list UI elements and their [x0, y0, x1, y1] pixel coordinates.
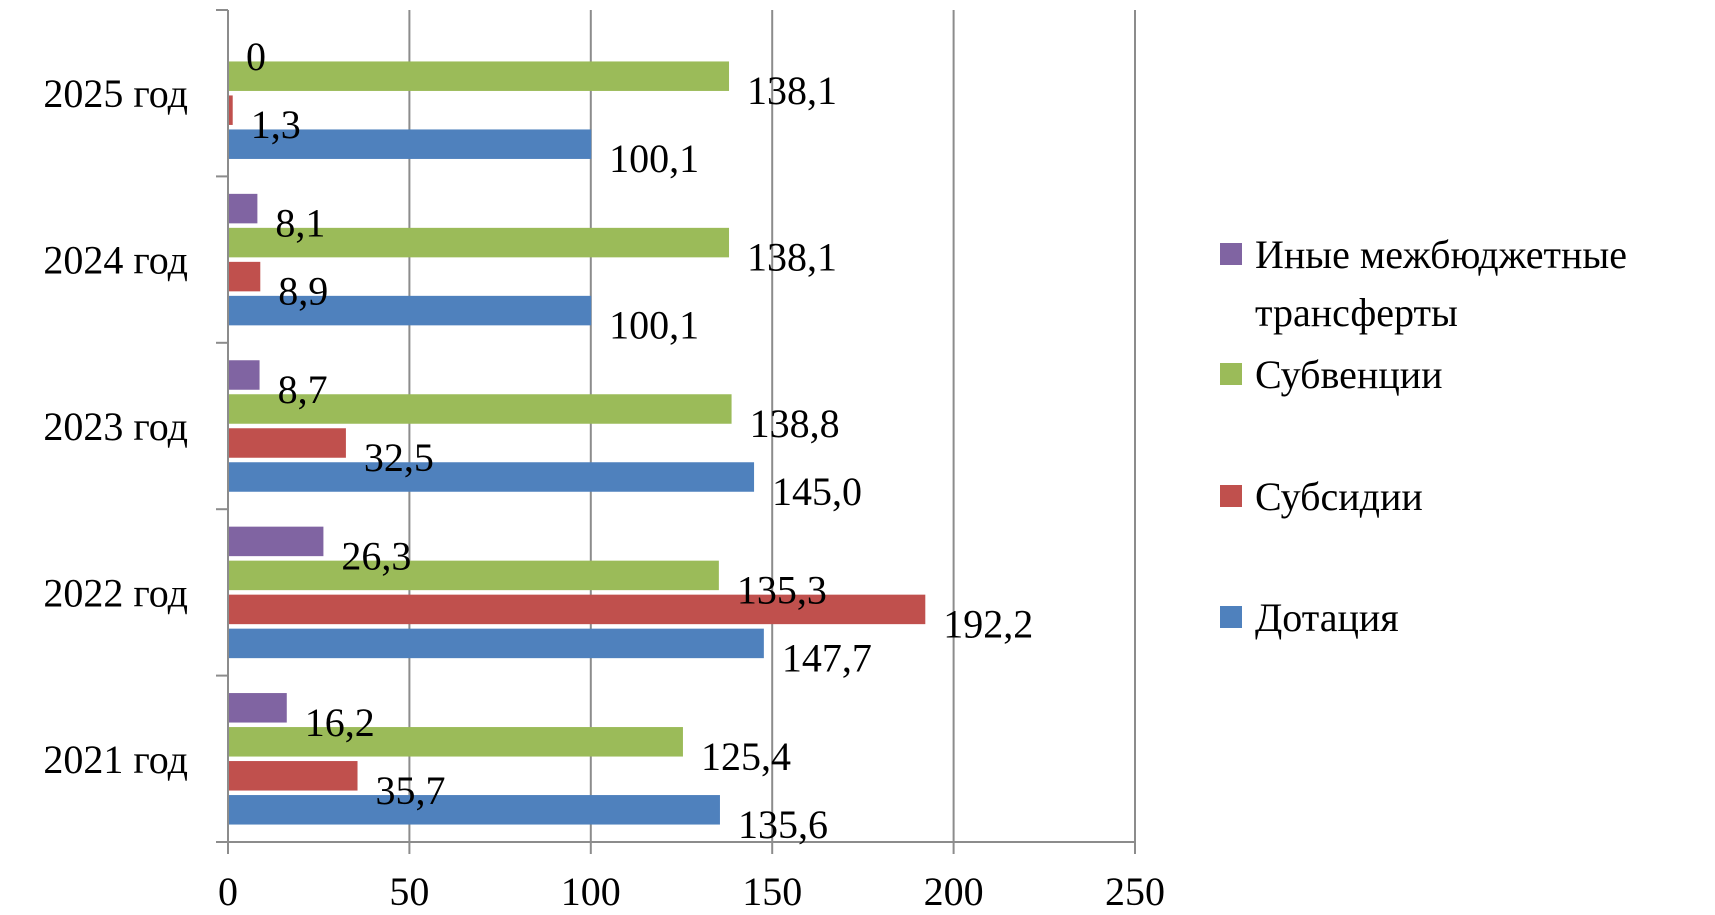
- legend-label: Иные межбюджетные трансферты: [1255, 232, 1627, 335]
- legend-label-line: Дотация: [1255, 595, 1399, 640]
- bar: [228, 795, 720, 825]
- bar: [228, 560, 719, 591]
- data-label: 16,2: [305, 700, 375, 745]
- bar: [228, 129, 592, 159]
- category-label: 2023 год: [43, 404, 188, 449]
- legend-swatch: [1220, 606, 1242, 628]
- legend-swatch: [1220, 485, 1242, 507]
- data-label: 32,5: [364, 435, 434, 480]
- legend: Иные межбюджетные трансферты Субвенции Субс…: [1220, 232, 1627, 640]
- category-label: 2025 год: [43, 71, 188, 116]
- x-tick-label: 50: [389, 869, 429, 910]
- data-label: 135,6: [738, 802, 828, 847]
- data-label: 8,1: [275, 201, 325, 246]
- legend-label-line: Субсидии: [1255, 474, 1423, 519]
- data-label: 145,0: [772, 469, 862, 514]
- data-label: 138,1: [747, 235, 837, 280]
- legend-label-line: Субвенции: [1255, 352, 1443, 397]
- legend-swatch: [1220, 363, 1242, 385]
- data-label: 8,9: [278, 269, 328, 314]
- legend-swatch: [1220, 243, 1242, 265]
- bar: [228, 261, 261, 292]
- legend-label-line: Иные межбюджетные: [1255, 232, 1627, 277]
- category-label: 2021 год: [43, 737, 188, 782]
- bar: [228, 295, 592, 326]
- data-label: 1,3: [251, 102, 301, 147]
- data-labels: 135,6 147,7 145,0 100,1 100,1 35,7 192,2 32,5 8,…: [246, 34, 1033, 847]
- data-label: 35,7: [376, 768, 446, 813]
- bar: [228, 594, 926, 625]
- bar: [228, 61, 730, 91]
- x-tick-label: 250: [1105, 869, 1165, 910]
- legend-label: Субвенции: [1255, 352, 1443, 397]
- bar: [228, 95, 233, 125]
- data-label: 135,3: [737, 567, 827, 612]
- legend-label: Субсидии: [1255, 474, 1423, 519]
- bar: [228, 227, 730, 258]
- bar: [228, 727, 683, 757]
- bar: [228, 193, 258, 224]
- data-label: 26,3: [341, 533, 411, 578]
- data-label: 138,1: [747, 68, 837, 113]
- data-label: 125,4: [701, 734, 791, 779]
- bar: [228, 628, 764, 659]
- bars: [228, 61, 926, 825]
- category-label: 2024 год: [43, 238, 188, 283]
- x-tick-label: 0: [218, 869, 238, 910]
- x-tick-label: 200: [924, 869, 984, 910]
- data-label: 8,7: [278, 367, 328, 412]
- data-label: 100,1: [609, 136, 699, 181]
- bar: [228, 360, 260, 390]
- axes: 0 50 100 150 200 250 2021 год 2022 год 2023 год 2…: [43, 9, 1165, 914]
- data-label: 147,7: [782, 635, 872, 680]
- bar: [228, 693, 287, 723]
- category-label: 2022 год: [43, 570, 188, 615]
- x-tick-label: 100: [561, 869, 621, 910]
- legend-label-line: трансферты: [1255, 290, 1458, 335]
- x-tick-label: 150: [742, 869, 802, 910]
- bar: [228, 526, 324, 557]
- bar: [228, 462, 755, 492]
- legend-label: Дотация: [1255, 595, 1399, 640]
- data-label: 138,8: [750, 401, 840, 446]
- bar: [228, 394, 732, 424]
- data-label: 192,2: [943, 601, 1033, 646]
- bar: [228, 428, 346, 458]
- data-label: 100,1: [609, 303, 699, 348]
- bar: [228, 761, 358, 791]
- data-label: 0: [246, 34, 266, 79]
